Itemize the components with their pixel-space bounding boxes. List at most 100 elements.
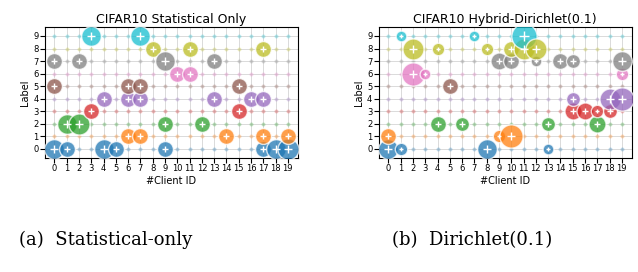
Point xyxy=(445,109,455,113)
Point xyxy=(580,84,590,88)
Point xyxy=(160,109,170,113)
Point xyxy=(98,46,108,51)
Point xyxy=(531,109,541,113)
Point xyxy=(147,97,158,101)
Point xyxy=(592,97,602,101)
Point xyxy=(494,122,504,126)
Point xyxy=(184,122,195,126)
Point xyxy=(234,34,244,38)
Point xyxy=(470,72,480,76)
Point xyxy=(98,147,108,151)
Point xyxy=(433,34,443,38)
Point xyxy=(258,46,269,51)
Point xyxy=(617,147,627,151)
Point xyxy=(519,34,529,38)
Point xyxy=(123,72,133,76)
Point xyxy=(506,134,516,139)
X-axis label: #Client ID: #Client ID xyxy=(146,176,197,186)
Point xyxy=(396,147,406,151)
Point xyxy=(283,147,293,151)
Point xyxy=(482,46,492,51)
Point xyxy=(433,97,443,101)
Point xyxy=(617,84,627,88)
Point xyxy=(433,72,443,76)
Point xyxy=(246,134,256,139)
Point xyxy=(221,84,232,88)
Point xyxy=(147,72,158,76)
Point xyxy=(383,59,394,63)
Point xyxy=(470,147,480,151)
Point xyxy=(111,134,121,139)
Point xyxy=(62,134,72,139)
Point xyxy=(86,97,96,101)
Point xyxy=(470,34,480,38)
Point xyxy=(123,84,133,88)
Point xyxy=(258,134,269,139)
Point xyxy=(283,34,293,38)
Point xyxy=(86,72,96,76)
Point xyxy=(86,59,96,63)
Point xyxy=(580,59,590,63)
Point xyxy=(197,46,207,51)
Point xyxy=(445,97,455,101)
Point xyxy=(197,84,207,88)
Point xyxy=(470,109,480,113)
Point xyxy=(123,122,133,126)
Point xyxy=(49,134,59,139)
Point xyxy=(519,59,529,63)
Point xyxy=(482,72,492,76)
Point xyxy=(197,34,207,38)
Point xyxy=(111,72,121,76)
Point xyxy=(408,59,418,63)
Point xyxy=(209,134,219,139)
Point xyxy=(543,34,553,38)
Point xyxy=(184,84,195,88)
Point xyxy=(543,46,553,51)
Point xyxy=(617,109,627,113)
Point xyxy=(258,84,269,88)
Point xyxy=(135,134,145,139)
Point xyxy=(209,59,219,63)
Point xyxy=(172,84,182,88)
Point xyxy=(234,46,244,51)
Point xyxy=(433,122,443,126)
Point xyxy=(470,84,480,88)
Point xyxy=(568,59,578,63)
Point xyxy=(457,122,467,126)
Point xyxy=(457,109,467,113)
Point xyxy=(197,109,207,113)
Point xyxy=(494,134,504,139)
Point xyxy=(246,109,256,113)
Point xyxy=(383,122,394,126)
Point xyxy=(592,72,602,76)
Point xyxy=(617,59,627,63)
Point xyxy=(506,122,516,126)
Point xyxy=(445,122,455,126)
Point xyxy=(568,72,578,76)
Point xyxy=(543,59,553,63)
Point xyxy=(482,97,492,101)
Point xyxy=(184,59,195,63)
Point xyxy=(396,122,406,126)
Point xyxy=(111,147,121,151)
Point xyxy=(184,134,195,139)
Point xyxy=(172,147,182,151)
Point xyxy=(420,59,431,63)
Point xyxy=(604,84,614,88)
Point xyxy=(209,46,219,51)
Point xyxy=(580,46,590,51)
Point xyxy=(506,34,516,38)
Point xyxy=(74,72,84,76)
Y-axis label: Label: Label xyxy=(20,79,30,106)
Point xyxy=(592,109,602,113)
Point xyxy=(555,134,565,139)
Point xyxy=(506,97,516,101)
Point xyxy=(519,147,529,151)
Point xyxy=(147,34,158,38)
Point xyxy=(494,34,504,38)
Point xyxy=(519,72,529,76)
Point xyxy=(209,84,219,88)
Point xyxy=(74,147,84,151)
Point xyxy=(383,84,394,88)
Point xyxy=(420,134,431,139)
